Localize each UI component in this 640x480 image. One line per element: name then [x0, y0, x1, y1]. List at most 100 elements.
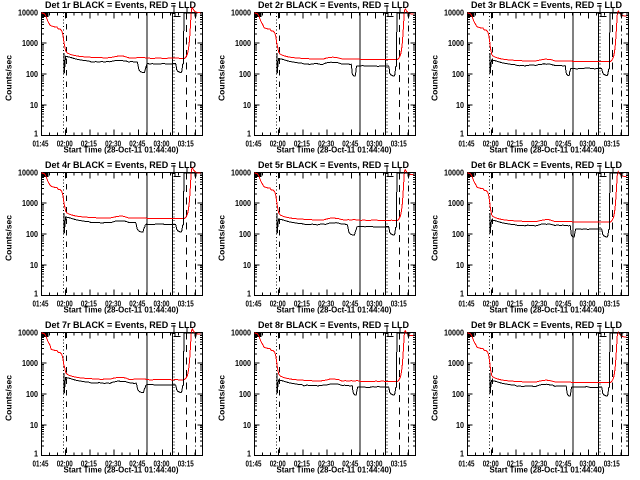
svg-text:03:00: 03:00 — [367, 299, 383, 309]
svg-text:1000: 1000 — [235, 358, 251, 368]
svg-text:10000: 10000 — [18, 328, 38, 338]
svg-text:100: 100 — [452, 69, 464, 79]
svg-text:03:15: 03:15 — [604, 299, 620, 309]
svg-text:02:00: 02:00 — [483, 459, 499, 469]
svg-text:01:45: 01:45 — [459, 459, 475, 469]
svg-text:1000: 1000 — [22, 38, 38, 48]
svg-text:Start Time (28-Oct-11 01:44:40: Start Time (28-Oct-11 01:44:40) — [490, 146, 605, 155]
svg-text:100: 100 — [452, 229, 464, 239]
svg-text:02:30: 02:30 — [105, 459, 121, 469]
svg-text:01:45: 01:45 — [246, 459, 262, 469]
svg-text:1: 1 — [460, 448, 464, 458]
svg-text:100: 100 — [239, 229, 251, 239]
svg-text:02:15: 02:15 — [507, 299, 523, 309]
svg-text:10000: 10000 — [18, 168, 38, 178]
svg-text:1: 1 — [247, 128, 251, 138]
svg-text:Det 1r BLACK = Events, RED = L: Det 1r BLACK = Events, RED = LLD — [45, 0, 196, 11]
svg-text:01:45: 01:45 — [459, 139, 475, 149]
svg-text:1000: 1000 — [22, 198, 38, 208]
svg-text:02:45: 02:45 — [129, 459, 145, 469]
svg-text:10000: 10000 — [444, 8, 464, 18]
svg-text:10: 10 — [30, 260, 38, 270]
svg-text:100: 100 — [452, 389, 464, 399]
svg-text:02:00: 02:00 — [270, 299, 286, 309]
svg-text:Start Time (28-Oct-11 01:44:40: Start Time (28-Oct-11 01:44:40) — [490, 466, 605, 475]
svg-text:03:00: 03:00 — [580, 299, 596, 309]
svg-text:1: 1 — [34, 128, 38, 138]
svg-text:01:45: 01:45 — [33, 299, 49, 309]
svg-text:02:30: 02:30 — [318, 299, 334, 309]
svg-text:10: 10 — [30, 420, 38, 430]
svg-text:Start Time (28-Oct-11 01:44:40: Start Time (28-Oct-11 01:44:40) — [64, 146, 179, 155]
svg-text:02:15: 02:15 — [507, 139, 523, 149]
svg-text:03:00: 03:00 — [367, 139, 383, 149]
svg-text:02:45: 02:45 — [342, 459, 358, 469]
svg-text:02:30: 02:30 — [318, 139, 334, 149]
svg-text:Det 4r BLACK = Events, RED = L: Det 4r BLACK = Events, RED = LLD — [45, 160, 196, 171]
svg-text:03:00: 03:00 — [580, 139, 596, 149]
svg-text:Start Time (28-Oct-11 01:44:40: Start Time (28-Oct-11 01:44:40) — [490, 306, 605, 315]
svg-text:Det 5r BLACK = Events, RED = L: Det 5r BLACK = Events, RED = LLD — [258, 160, 409, 171]
svg-text:10: 10 — [456, 260, 464, 270]
svg-text:10: 10 — [30, 100, 38, 110]
svg-text:02:15: 02:15 — [507, 459, 523, 469]
svg-text:1000: 1000 — [448, 38, 464, 48]
svg-text:10: 10 — [243, 260, 251, 270]
svg-text:02:30: 02:30 — [531, 299, 547, 309]
svg-text:Counts/sec: Counts/sec — [218, 374, 227, 421]
svg-text:03:15: 03:15 — [391, 139, 407, 149]
svg-text:Counts/sec: Counts/sec — [5, 374, 14, 421]
svg-text:1: 1 — [247, 288, 251, 298]
svg-text:03:00: 03:00 — [580, 459, 596, 469]
svg-text:Counts/sec: Counts/sec — [218, 214, 227, 261]
svg-text:01:45: 01:45 — [33, 459, 49, 469]
svg-text:03:15: 03:15 — [604, 459, 620, 469]
svg-text:10000: 10000 — [231, 168, 251, 178]
svg-text:Det 6r BLACK = Events, RED = L: Det 6r BLACK = Events, RED = LLD — [471, 160, 622, 171]
svg-text:10: 10 — [243, 420, 251, 430]
svg-text:02:15: 02:15 — [294, 299, 310, 309]
svg-text:03:00: 03:00 — [367, 459, 383, 469]
svg-text:03:00: 03:00 — [154, 299, 170, 309]
svg-text:03:15: 03:15 — [178, 139, 194, 149]
svg-text:1000: 1000 — [235, 38, 251, 48]
svg-text:Counts/sec: Counts/sec — [431, 54, 440, 101]
svg-text:Det 7r BLACK = Events, RED = L: Det 7r BLACK = Events, RED = LLD — [45, 320, 196, 331]
svg-text:100: 100 — [26, 69, 38, 79]
svg-text:02:45: 02:45 — [342, 139, 358, 149]
svg-text:02:15: 02:15 — [294, 459, 310, 469]
svg-text:02:15: 02:15 — [81, 139, 97, 149]
svg-text:1: 1 — [460, 288, 464, 298]
svg-text:Start Time (28-Oct-11 01:44:40: Start Time (28-Oct-11 01:44:40) — [277, 466, 392, 475]
svg-text:02:00: 02:00 — [483, 299, 499, 309]
svg-text:02:30: 02:30 — [531, 459, 547, 469]
svg-text:03:15: 03:15 — [391, 459, 407, 469]
svg-text:Det 8r BLACK = Events, RED = L: Det 8r BLACK = Events, RED = LLD — [258, 320, 409, 331]
svg-text:03:00: 03:00 — [154, 139, 170, 149]
svg-text:02:45: 02:45 — [129, 299, 145, 309]
svg-text:02:00: 02:00 — [57, 459, 73, 469]
svg-text:03:15: 03:15 — [391, 299, 407, 309]
svg-text:02:15: 02:15 — [294, 139, 310, 149]
svg-text:Start Time (28-Oct-11 01:44:40: Start Time (28-Oct-11 01:44:40) — [64, 306, 179, 315]
svg-text:Det 2r BLACK = Events, RED = L: Det 2r BLACK = Events, RED = LLD — [258, 0, 409, 11]
svg-text:02:15: 02:15 — [81, 299, 97, 309]
svg-text:02:00: 02:00 — [57, 139, 73, 149]
svg-text:03:15: 03:15 — [178, 459, 194, 469]
svg-text:Start Time (28-Oct-11 01:44:40: Start Time (28-Oct-11 01:44:40) — [64, 466, 179, 475]
svg-text:Counts/sec: Counts/sec — [431, 214, 440, 261]
svg-text:10000: 10000 — [18, 8, 38, 18]
svg-text:1: 1 — [34, 448, 38, 458]
svg-text:10000: 10000 — [231, 328, 251, 338]
svg-text:03:15: 03:15 — [604, 139, 620, 149]
svg-text:02:00: 02:00 — [483, 139, 499, 149]
svg-text:10000: 10000 — [444, 168, 464, 178]
svg-text:1000: 1000 — [448, 358, 464, 368]
svg-text:02:00: 02:00 — [270, 459, 286, 469]
svg-text:02:15: 02:15 — [81, 459, 97, 469]
svg-text:1000: 1000 — [235, 198, 251, 208]
svg-text:03:15: 03:15 — [178, 299, 194, 309]
svg-text:Det 3r BLACK = Events, RED = L: Det 3r BLACK = Events, RED = LLD — [471, 0, 622, 11]
svg-text:1000: 1000 — [448, 198, 464, 208]
svg-text:10000: 10000 — [444, 328, 464, 338]
